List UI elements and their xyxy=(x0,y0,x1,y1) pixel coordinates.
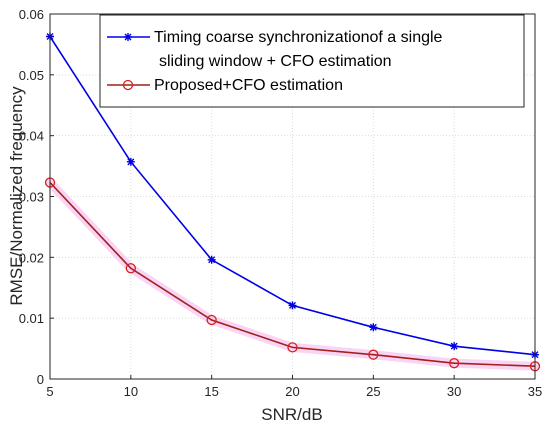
y-tick-label: 0.02 xyxy=(19,250,44,265)
x-axis-ticks: 5 10 15 20 25 30 35 xyxy=(46,375,542,399)
x-tick-label: 25 xyxy=(366,384,380,399)
y-axis-ticks: 0 0.01 0.02 0.03 0.04 0.05 0.06 xyxy=(19,7,54,387)
y-tick-label: 0 xyxy=(37,372,44,387)
legend-swatch-marker xyxy=(122,79,134,91)
series-2-point xyxy=(125,263,136,274)
series-1-point xyxy=(207,255,216,264)
legend: Timing coarse synchronizationof a single… xyxy=(99,14,525,108)
series-1-point xyxy=(126,157,135,166)
x-tick-label: 30 xyxy=(447,384,461,399)
series-2-point xyxy=(368,349,379,360)
legend-swatch-marker xyxy=(124,33,132,41)
series-1 xyxy=(46,32,539,359)
series-2-point xyxy=(287,342,298,353)
series-1-point xyxy=(450,342,459,351)
series-2-point xyxy=(449,358,460,369)
series-2 xyxy=(44,177,541,372)
y-axis-label: RMSE/Normalized frequency xyxy=(7,86,26,306)
legend-entry-text: Proposed+CFO estimation xyxy=(154,77,343,94)
legend-entry-text: sliding window + CFO estimation xyxy=(159,53,392,70)
y-tick-label: 0.06 xyxy=(19,7,44,22)
x-axis-label: SNR/dB xyxy=(261,405,322,424)
y-tick-label: 0.01 xyxy=(19,311,44,326)
x-tick-label: 20 xyxy=(285,384,299,399)
x-tick-label: 15 xyxy=(204,384,218,399)
y-tick-label: 0.04 xyxy=(19,129,44,144)
x-tick-label: 5 xyxy=(46,384,53,399)
y-tick-label: 0.03 xyxy=(19,190,44,205)
series-2-line xyxy=(49,181,536,368)
series-2-point xyxy=(206,314,217,326)
y-tick-label: 0.05 xyxy=(19,68,44,83)
series-1-point xyxy=(369,323,378,332)
legend-entry-text: Timing coarse synchronizationof a single xyxy=(154,29,443,46)
series-1-point xyxy=(288,301,297,310)
x-tick-label: 10 xyxy=(124,384,138,399)
x-tick-label: 35 xyxy=(528,384,542,399)
legend-box xyxy=(99,14,525,108)
series-group xyxy=(44,32,541,372)
